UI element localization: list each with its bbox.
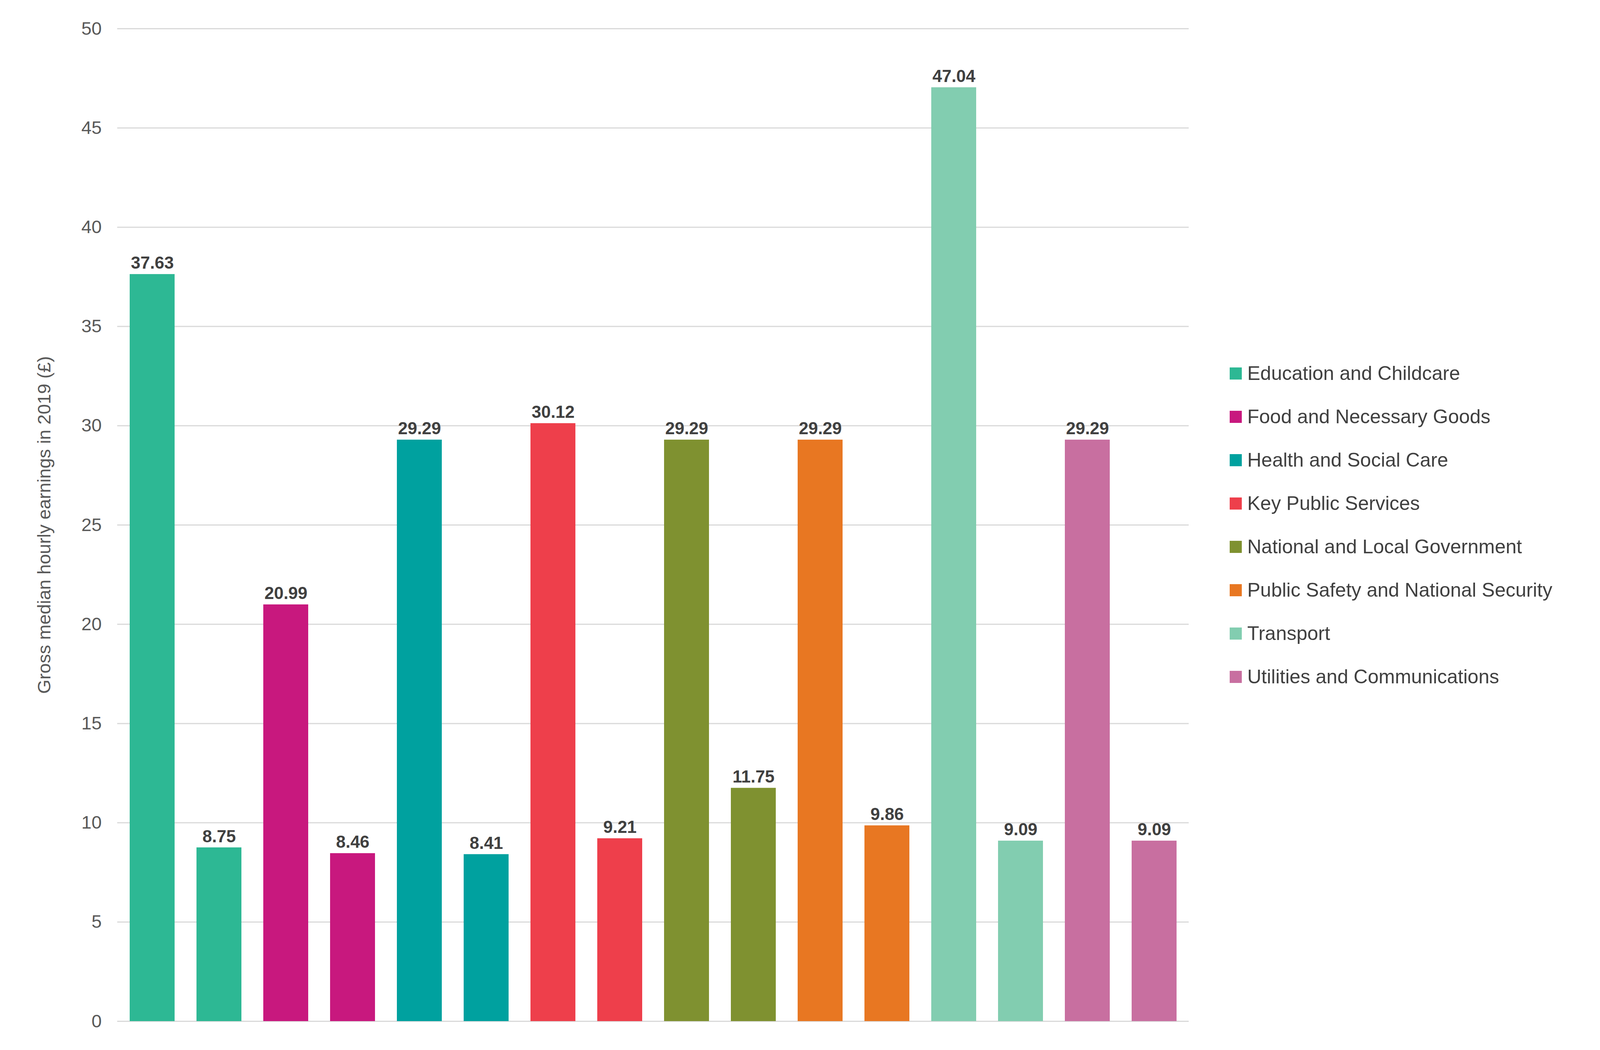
svg-text:30: 30 [81, 414, 102, 436]
svg-text:Gross median hourly earnings i: Gross median hourly earnings in 2019 (£) [33, 356, 55, 695]
svg-text:30.12: 30.12 [531, 402, 575, 422]
svg-text:47.04: 47.04 [932, 66, 976, 86]
svg-text:50: 50 [81, 17, 102, 39]
svg-text:0: 0 [91, 1010, 102, 1032]
html-text:Utilities and Communications: Utilities and Communications [1247, 666, 1500, 688]
svg-text:40: 40 [81, 216, 102, 238]
svg-text:9.09: 9.09 [1003, 819, 1038, 840]
svg-text:37.63: 37.63 [130, 253, 174, 273]
svg-text:29.29: 29.29 [798, 418, 842, 438]
svg-text:29.29: 29.29 [665, 418, 709, 438]
html-text:Education and Childcare: Education and Childcare [1247, 362, 1461, 385]
html-text:National and Local Government: National and Local Government [1247, 535, 1522, 558]
svg-text:11.75: 11.75 [732, 767, 775, 787]
svg-text:15: 15 [81, 712, 102, 734]
svg-text:10: 10 [81, 812, 102, 833]
svg-text:29.29: 29.29 [398, 418, 442, 438]
svg-text:20.99: 20.99 [264, 583, 308, 603]
html-text:Public Safety and National Sec: Public Safety and National Security [1247, 579, 1553, 602]
svg-text:25: 25 [81, 514, 102, 536]
html-text:Transport: Transport [1247, 622, 1331, 645]
svg-text:45: 45 [81, 117, 102, 138]
svg-text:9.21: 9.21 [603, 817, 637, 837]
svg-text:35: 35 [81, 315, 102, 337]
svg-text:8.75: 8.75 [202, 826, 236, 847]
html-text:Health and Social Care: Health and Social Care [1247, 449, 1449, 472]
html-text:Key Public Services: Key Public Services [1247, 492, 1420, 515]
svg-text:20: 20 [81, 613, 102, 635]
svg-text:5: 5 [91, 911, 102, 933]
svg-text:8.46: 8.46 [335, 832, 370, 852]
svg-text:9.86: 9.86 [870, 804, 904, 824]
svg-text:8.41: 8.41 [469, 833, 504, 853]
html-text:Food and Necessary Goods: Food and Necessary Goods [1247, 405, 1491, 428]
svg-text:29.29: 29.29 [1066, 418, 1109, 438]
svg-text:9.09: 9.09 [1137, 819, 1172, 840]
